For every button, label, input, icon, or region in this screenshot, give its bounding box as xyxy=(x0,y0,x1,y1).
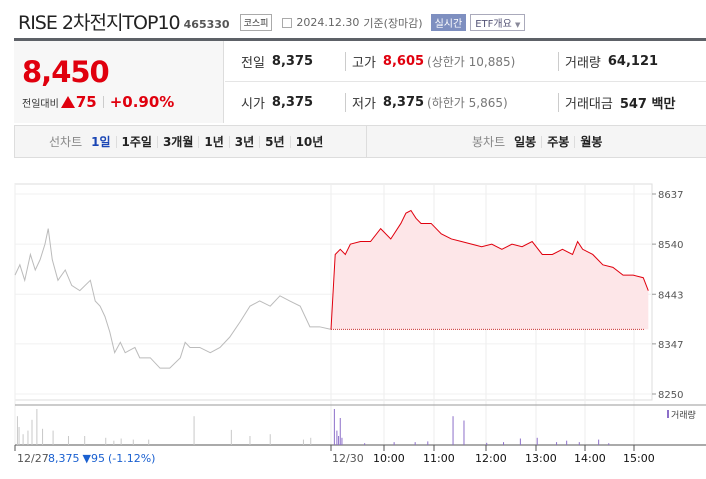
prev-value: 8,375 xyxy=(271,53,314,69)
prev-summary-change: ▼95 xyxy=(83,452,105,465)
tab-line-6[interactable]: 10년 xyxy=(289,135,329,148)
change-percent: +0.90% xyxy=(109,93,175,111)
price-summary: 8,450 전일대비 75 +0.90% xyxy=(14,41,224,123)
tab-line-4[interactable]: 3년 xyxy=(228,135,259,148)
plot-area xyxy=(14,183,653,401)
quote-date: 2024.12.30 xyxy=(296,16,360,29)
amount-label: 거래대금 xyxy=(565,97,613,112)
tab-candle-2[interactable]: 월봉 xyxy=(574,135,607,148)
tab-line-5[interactable]: 5년 xyxy=(259,135,289,148)
etf-overview-label: ETF개요 xyxy=(475,19,512,30)
volume-label: 거래량 xyxy=(565,55,601,71)
high-value: 8,605 xyxy=(382,53,425,69)
chevron-down-icon: ▼ xyxy=(514,21,521,29)
prev-day-summary: 8,375 ▼95 (-1.12%) xyxy=(48,452,155,465)
quote-details: 전일 8,375 고가 8,605 (상한가 10,885) 거래량 64,121 시가… xyxy=(225,41,706,123)
y-tick-label: 8637 xyxy=(658,190,683,201)
x-tick-label: 12:00 xyxy=(475,452,507,465)
realtime-button[interactable]: 실시간 xyxy=(430,14,467,31)
open-label: 시가 xyxy=(241,97,265,112)
prev-summary-pct: (-1.12%) xyxy=(108,452,156,465)
x-tick-label: 14:00 xyxy=(574,452,606,465)
change-amount: 75 xyxy=(75,93,97,111)
x-tick-label: 12/30 xyxy=(332,452,364,465)
x-tick-label: 10:00 xyxy=(373,452,405,465)
tab-candle-0[interactable]: 일봉 xyxy=(514,134,537,149)
tab-line-0[interactable]: 1일 xyxy=(91,134,111,149)
etf-title: RISE 2차전지TOP10 xyxy=(18,12,181,34)
x-tick-label: 15:00 xyxy=(623,452,655,465)
volume-legend-swatch xyxy=(667,410,669,418)
x-tick-label: 13:00 xyxy=(525,452,557,465)
x-tick-label: 12/27 xyxy=(17,452,49,465)
prev-label: 전일 xyxy=(241,55,265,71)
tab-line-1[interactable]: 1주일 xyxy=(115,135,157,148)
tab-line-3[interactable]: 1년 xyxy=(198,135,228,148)
tab-candle-1[interactable]: 주봉 xyxy=(541,135,574,148)
chart-period-tabs: 선차트 1일 1주일 3개월 1년 3년 5년 10년 봉차트 일봉 주봉 월봉 xyxy=(14,125,706,158)
change-label: 전일대비 xyxy=(22,98,59,110)
current-price: 8,450 xyxy=(22,55,110,89)
upper-limit: (상한가 10,885) xyxy=(427,54,516,69)
y-tick-label: 8250 xyxy=(658,390,683,401)
price-line-12-30 xyxy=(330,209,649,330)
low-value: 8,375 xyxy=(382,95,425,110)
header-divider xyxy=(14,38,706,41)
etf-code: 465330 xyxy=(183,17,230,31)
area-fill-12-30 xyxy=(331,210,649,330)
header: RISE 2차전지TOP10 465330 코스피 2024.12.30 기준(… xyxy=(18,8,526,35)
x-tick-label: 11:00 xyxy=(423,452,455,465)
up-triangle-icon xyxy=(60,96,75,108)
volume-value: 64,121 xyxy=(607,53,659,69)
volume-legend: 거래량 xyxy=(671,409,696,421)
low-label: 저가 xyxy=(352,97,376,112)
price-line-12-27 xyxy=(14,228,332,369)
tab-line-2[interactable]: 3개월 xyxy=(156,135,198,148)
calendar-icon xyxy=(282,17,293,28)
y-tick-label: 8443 xyxy=(658,290,683,301)
candle-chart-label: 봉차트 xyxy=(472,135,506,149)
lower-limit: (하한가 5,865) xyxy=(427,96,508,110)
amount-value: 547 백만 xyxy=(619,97,676,112)
line-chart-label: 선차트 xyxy=(49,135,83,149)
y-tick-label: 8347 xyxy=(658,340,683,351)
open-value: 8,375 xyxy=(271,95,314,110)
etf-overview-dropdown[interactable]: ETF개요 ▼ xyxy=(470,14,526,31)
y-tick-label: 8540 xyxy=(658,240,683,251)
market-badge: 코스피 xyxy=(239,14,273,31)
quote-basis: 기준(장마감) xyxy=(363,16,423,30)
high-label: 고가 xyxy=(352,55,376,71)
prev-summary-price: 8,375 xyxy=(48,452,80,465)
